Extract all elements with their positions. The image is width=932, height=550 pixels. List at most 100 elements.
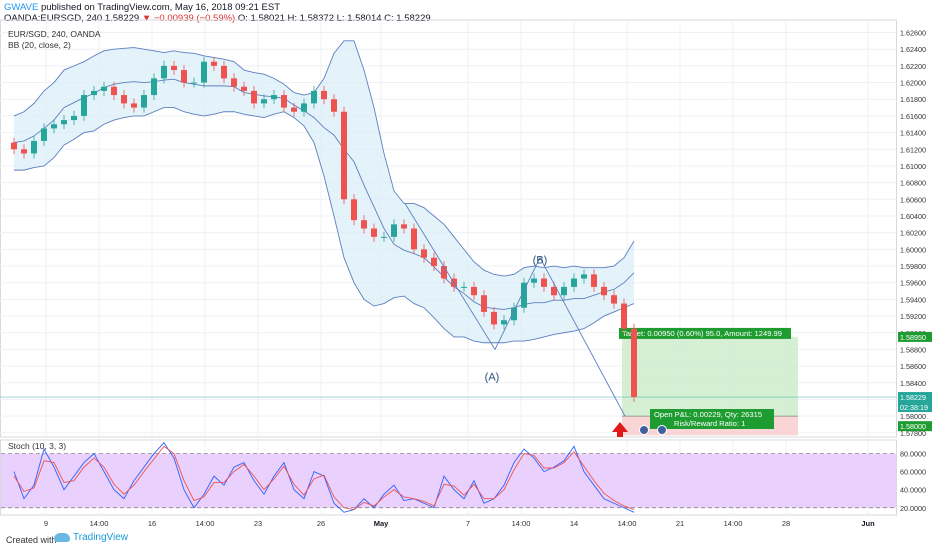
candle-body xyxy=(501,320,507,325)
price-tick-label: 1.60200 xyxy=(900,229,926,238)
candle-body xyxy=(251,90,257,104)
bb-middle-line xyxy=(13,78,635,310)
candle-body xyxy=(201,61,207,83)
candle-body xyxy=(241,86,247,91)
stoch-tick-label: 40.0000 xyxy=(900,486,926,495)
published-text: published on TradingView.com, May 16, 20… xyxy=(40,2,281,13)
candle-body xyxy=(141,95,147,108)
candle-body xyxy=(31,140,37,154)
candle-body xyxy=(531,278,537,283)
candle-body xyxy=(171,65,177,71)
time-tick-label: 26 xyxy=(317,519,325,528)
publisher-name[interactable]: GWAVE xyxy=(4,2,39,13)
candle-body xyxy=(131,103,137,108)
buy-arrow-icon xyxy=(612,422,628,437)
price-tick-label: 1.61600 xyxy=(900,112,926,121)
rr-label: Risk/Reward Ratio: 1 xyxy=(674,419,745,428)
last-price: 1.58229 xyxy=(104,13,140,24)
candle-body xyxy=(111,86,117,96)
footer: Created with TradingView xyxy=(0,530,932,550)
tradingview-link[interactable]: TradingView xyxy=(54,532,128,543)
candle-body xyxy=(41,128,47,141)
time-tick-label: 14:00 xyxy=(196,519,215,528)
pnl-label-bg xyxy=(650,409,774,429)
price-tick-label: 1.61000 xyxy=(900,162,926,171)
price-tick-label: 1.62000 xyxy=(900,79,926,88)
price-tick-label: 1.58000 xyxy=(900,412,926,421)
publish-info: GWAVE published on TradingView.com, May … xyxy=(4,2,431,24)
candle-body xyxy=(191,82,197,84)
stoch-pane-border xyxy=(0,439,897,516)
wave-label: (A) xyxy=(485,371,500,383)
candle-body xyxy=(281,95,287,108)
bb-upper-line xyxy=(13,40,635,277)
candle-body xyxy=(631,328,637,397)
candle-body xyxy=(461,286,467,288)
candle-body xyxy=(541,278,547,287)
candle-body xyxy=(611,295,617,304)
candle-body xyxy=(11,142,17,150)
symbol-legend: EUR/SGD, 240, OANDA xyxy=(8,29,101,39)
price-tick-label: 1.61200 xyxy=(900,145,926,154)
candle-body xyxy=(101,86,107,91)
time-tick-label: 14:00 xyxy=(90,519,109,528)
candle-body xyxy=(161,65,167,79)
candle-body xyxy=(581,274,587,279)
candle-body xyxy=(411,228,417,250)
candle-body xyxy=(301,103,307,112)
candles xyxy=(11,56,637,402)
candle-body xyxy=(601,286,607,296)
price-tick-label: 1.61400 xyxy=(900,129,926,138)
time-tick-label: 14:00 xyxy=(724,519,743,528)
price-tick-label: 1.60800 xyxy=(900,179,926,188)
time-tick-label: 14:00 xyxy=(512,519,531,528)
candle-body xyxy=(571,278,577,287)
entry-price-tag: 1.58000 xyxy=(900,422,926,431)
price-tick-label: 1.60000 xyxy=(900,245,926,254)
stoch-d-line xyxy=(13,445,635,511)
candle-body xyxy=(321,90,327,100)
candle-body xyxy=(331,99,337,112)
price-tick-label: 1.62400 xyxy=(900,45,926,54)
candle-body xyxy=(511,307,517,321)
candle-body xyxy=(621,303,627,329)
candle-body xyxy=(61,120,67,125)
target-label: Target: 0.00950 (0.60%) 95.0, Amount: 12… xyxy=(622,329,782,338)
candle-body xyxy=(421,249,427,258)
time-tick-label: 16 xyxy=(148,519,156,528)
candle-body xyxy=(371,228,377,237)
candle-body xyxy=(21,149,27,154)
target-label-bg xyxy=(619,327,791,339)
candle-body xyxy=(311,90,317,104)
candle-body xyxy=(221,65,227,79)
elliott-wave-line xyxy=(404,203,626,417)
price-change: ▼ −0.00939 (−0.59%) xyxy=(141,13,236,24)
price-tick-label: 1.62200 xyxy=(900,62,926,71)
candle-body xyxy=(81,95,87,116)
event-marker-icon xyxy=(657,425,667,435)
candle-body xyxy=(351,199,357,221)
tradingview-cloud-icon xyxy=(54,532,70,542)
candle-body xyxy=(361,220,367,229)
candle-body xyxy=(341,111,347,200)
trading-chart[interactable]: Target: 0.00950 (0.60%) 95.0, Amount: 12… xyxy=(0,16,932,530)
time-tick-label: 9 xyxy=(44,519,48,528)
price-tick-label: 1.62600 xyxy=(900,29,926,38)
candle-body xyxy=(211,61,217,66)
price-tick-label: 1.58800 xyxy=(900,345,926,354)
main-pane-border xyxy=(0,19,897,438)
candle-body xyxy=(481,295,487,312)
stoch-band xyxy=(1,453,896,508)
stoch-legend: Stoch (10, 3, 3) xyxy=(8,441,66,451)
candle-body xyxy=(521,282,527,308)
candle-body xyxy=(291,107,297,112)
position-tool[interactable]: Target: 0.00950 (0.60%) 95.0, Amount: 12… xyxy=(0,327,896,436)
candle-body xyxy=(471,286,477,296)
current-price-tag: 1.58229 xyxy=(900,393,926,402)
candle-body xyxy=(431,257,437,267)
wave-lines[interactable] xyxy=(404,203,626,417)
candle-body xyxy=(491,311,497,325)
target-zone xyxy=(622,336,798,417)
time-tick-label: 14 xyxy=(570,519,578,528)
candle-body xyxy=(181,70,187,83)
